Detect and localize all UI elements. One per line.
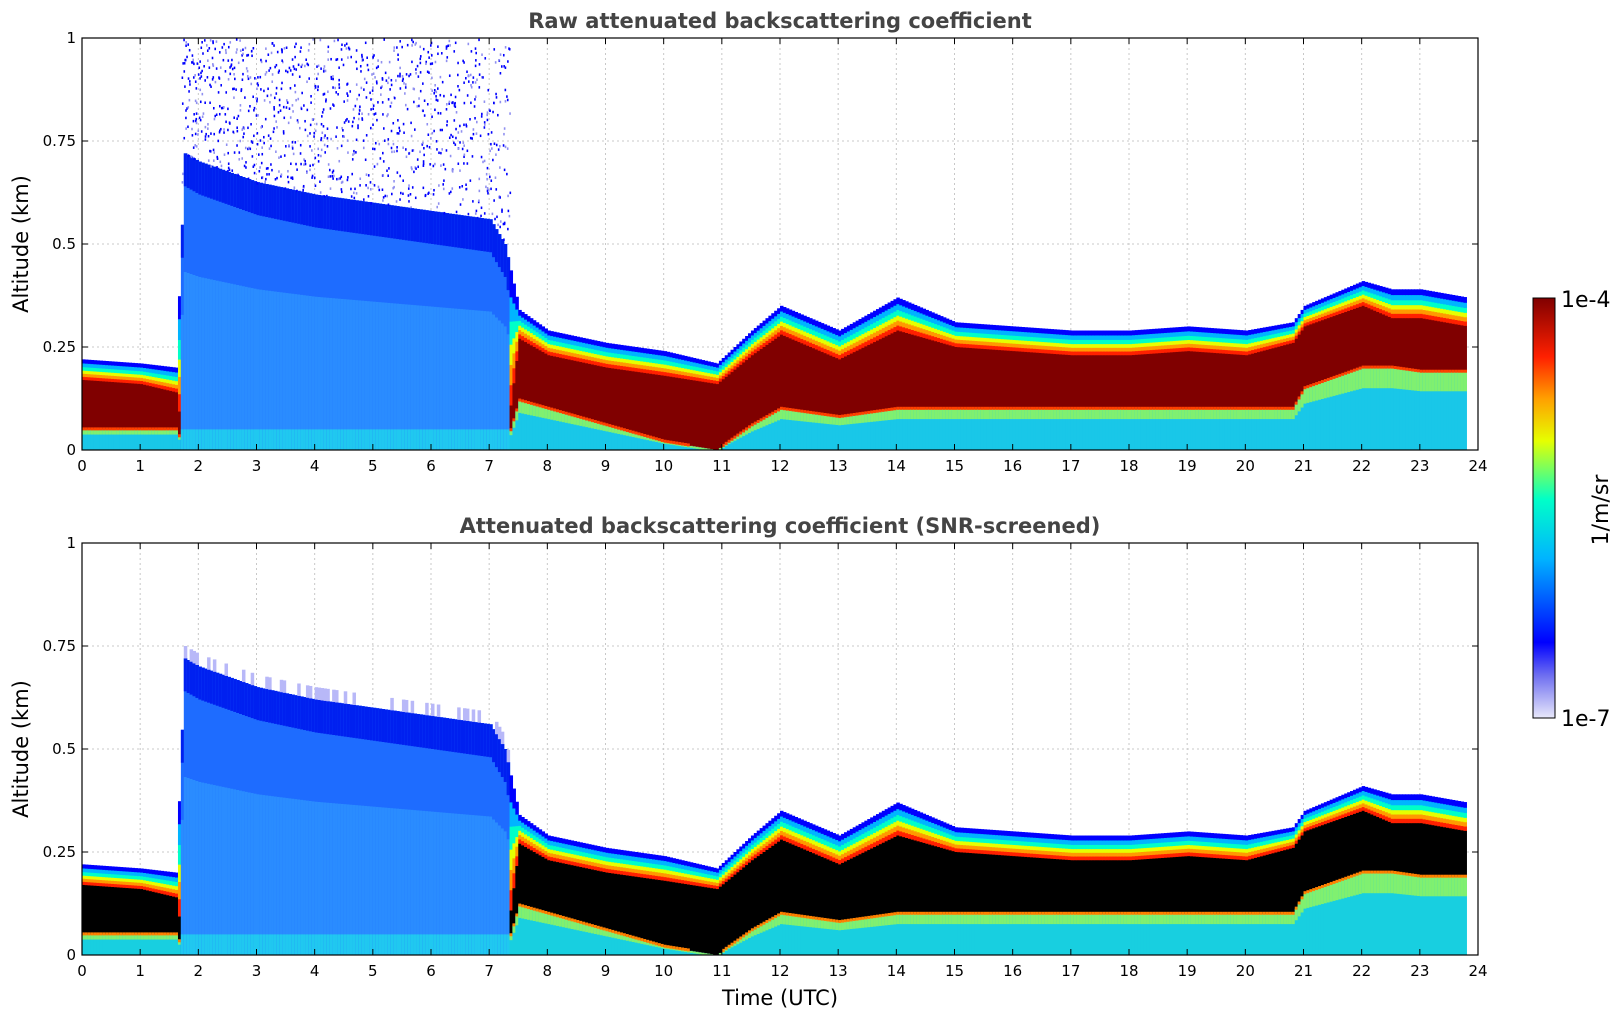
x-tick-label: 5	[368, 962, 378, 980]
x-tick-label: 13	[829, 457, 848, 475]
y-tick-label: 0.5	[52, 740, 76, 758]
panel-screened: Attenuated backscattering coefficient (S…	[9, 514, 1488, 1010]
y-tick-label: 0	[66, 441, 76, 459]
colorbar-unit-label: 1/m/sr	[1589, 474, 1614, 546]
x-tick-label: 4	[310, 457, 320, 475]
x-tick-label: 18	[1119, 457, 1138, 475]
x-tick-label: 10	[654, 962, 673, 980]
x-tick-label: 16	[1003, 457, 1022, 475]
x-tick-label: 14	[887, 457, 906, 475]
y-tick-label: 0.75	[43, 637, 76, 655]
x-tick-label: 22	[1352, 457, 1371, 475]
x-tick-label: 18	[1119, 962, 1138, 980]
y-tick-label: 0.75	[43, 132, 76, 150]
x-tick-label: 2	[194, 457, 204, 475]
x-tick-label: 24	[1468, 962, 1487, 980]
colorbar-min-label: 1e-7	[1561, 707, 1610, 732]
x-tick-label: 17	[1061, 962, 1080, 980]
x-tick-label: 8	[543, 962, 553, 980]
x-tick-label: 3	[252, 962, 262, 980]
x-tick-label: 10	[654, 457, 673, 475]
y-tick-label: 1	[66, 534, 76, 552]
x-tick-label: 12	[770, 962, 789, 980]
colorbar-scale	[1532, 297, 1556, 719]
x-tick-label: 8	[543, 457, 553, 475]
x-tick-label: 21	[1294, 457, 1313, 475]
panel-screened-xlabel: Time (UTC)	[721, 986, 838, 1010]
x-tick-label: 4	[310, 962, 320, 980]
x-tick-label: 2	[194, 962, 204, 980]
x-tick-label: 15	[945, 962, 964, 980]
x-tick-label: 3	[252, 457, 262, 475]
x-tick-label: 9	[601, 457, 611, 475]
colorbar: 1e-4 1e-7 1/m/sr	[1532, 288, 1614, 732]
y-tick-label: 0.5	[52, 235, 76, 253]
panel-screened-heatmap	[82, 646, 1467, 955]
x-tick-label: 11	[712, 457, 731, 475]
x-tick-label: 17	[1061, 457, 1080, 475]
x-tick-label: 20	[1236, 962, 1255, 980]
x-tick-label: 0	[77, 962, 87, 980]
x-tick-label: 15	[945, 457, 964, 475]
x-tick-label: 6	[426, 457, 436, 475]
x-tick-label: 20	[1236, 457, 1255, 475]
x-tick-label: 21	[1294, 962, 1313, 980]
x-tick-label: 12	[770, 457, 789, 475]
panel-screened-title: Attenuated backscattering coefficient (S…	[460, 514, 1101, 538]
y-tick-label: 1	[66, 29, 76, 47]
x-tick-label: 0	[77, 457, 87, 475]
x-tick-label: 1	[135, 962, 145, 980]
panel-screened-axes: 0 1 2 3 4 5 6 7 8 9 10 11 12 13 14 15 16 17 18 19 20 21 22 23 24…	[43, 534, 1488, 980]
x-tick-label: 1	[135, 457, 145, 475]
panel-raw-heatmap	[82, 38, 1467, 450]
x-tick-label: 5	[368, 457, 378, 475]
x-tick-label: 24	[1468, 457, 1487, 475]
panel-raw-ylabel: Altitude (km)	[9, 175, 33, 313]
x-tick-label: 19	[1178, 457, 1197, 475]
panel-raw: Raw attenuated backscattering coefficien…	[9, 9, 1488, 475]
y-tick-label: 0	[66, 946, 76, 964]
x-tick-label: 7	[484, 962, 494, 980]
y-tick-label: 0.25	[43, 338, 76, 356]
colorbar-max-label: 1e-4	[1561, 288, 1610, 313]
panel-raw-axes: 0 1 2 3 4 5 6 7 8 9 10 11 12 13 14 15 16 17 18 19 20 21 22 23 24…	[43, 29, 1488, 475]
panel-screened-ylabel: Altitude (km)	[9, 680, 33, 818]
x-tick-label: 9	[601, 962, 611, 980]
x-tick-label: 23	[1410, 457, 1429, 475]
x-tick-label: 7	[484, 457, 494, 475]
x-tick-label: 11	[712, 962, 731, 980]
panel-raw-title: Raw attenuated backscattering coefficien…	[528, 9, 1032, 33]
x-tick-label: 19	[1178, 962, 1197, 980]
y-tick-label: 0.25	[43, 843, 76, 861]
x-tick-label: 13	[829, 962, 848, 980]
x-tick-label: 14	[887, 962, 906, 980]
x-tick-label: 16	[1003, 962, 1022, 980]
x-tick-label: 23	[1410, 962, 1429, 980]
x-tick-label: 22	[1352, 962, 1371, 980]
x-tick-label: 6	[426, 962, 436, 980]
